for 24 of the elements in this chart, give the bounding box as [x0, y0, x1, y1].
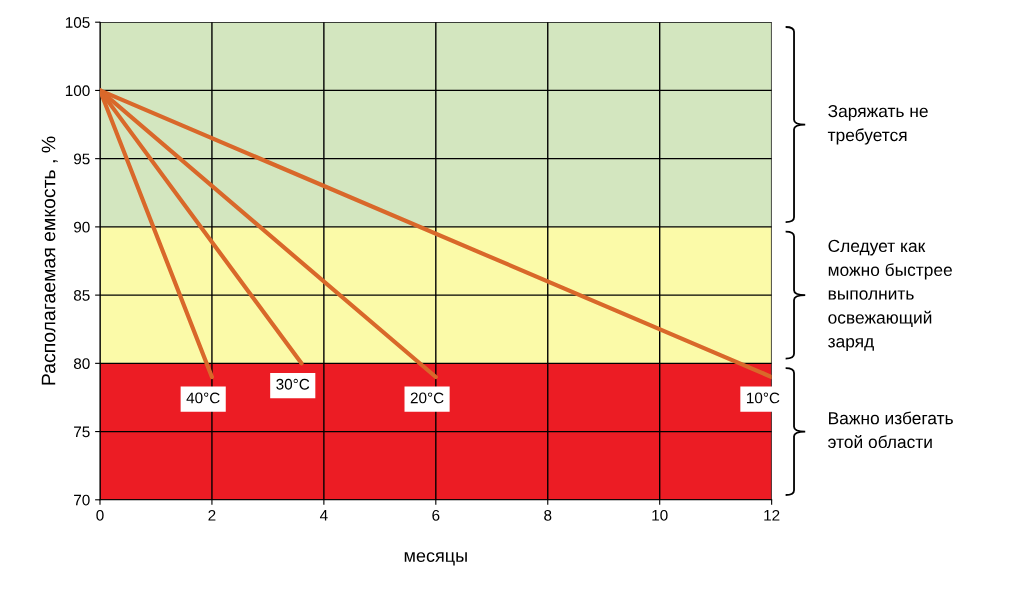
- y-tick-label: 75: [74, 426, 90, 438]
- y-tick-label: 70: [74, 494, 90, 506]
- series-label: 40°C: [186, 392, 220, 404]
- series-label: 20°C: [410, 392, 444, 404]
- y-tick-label: 95: [73, 153, 90, 165]
- x-tick-label: 6: [432, 509, 440, 521]
- text: Следует как можно быстрее выполнить освежающий заряд: [828, 239, 952, 351]
- x-tick-label: 12: [764, 509, 780, 521]
- y-tick-label: 105: [65, 17, 90, 28]
- y-tick-label: 100: [65, 85, 90, 97]
- y-axis-title: Располагаемая емкость , %: [41, 136, 58, 385]
- series-label: 30°C: [276, 378, 310, 390]
- y-tick-label: 80: [73, 358, 90, 370]
- y-tick-label: 85: [73, 289, 90, 301]
- text: Заряжать не требуется: [827, 104, 928, 145]
- x-tick-label: 8: [544, 509, 552, 521]
- x-axis-title: месяцы: [404, 552, 467, 566]
- x-tick-label: 0: [96, 509, 104, 521]
- x-tick-label: 4: [319, 510, 328, 521]
- y-tick-label: 90: [73, 221, 90, 233]
- x-tick-label: 2: [208, 509, 216, 521]
- series-label: 10°C: [747, 392, 780, 404]
- x-tick-label: 10: [652, 509, 668, 521]
- text: Важно избегать этой области: [828, 411, 953, 449]
